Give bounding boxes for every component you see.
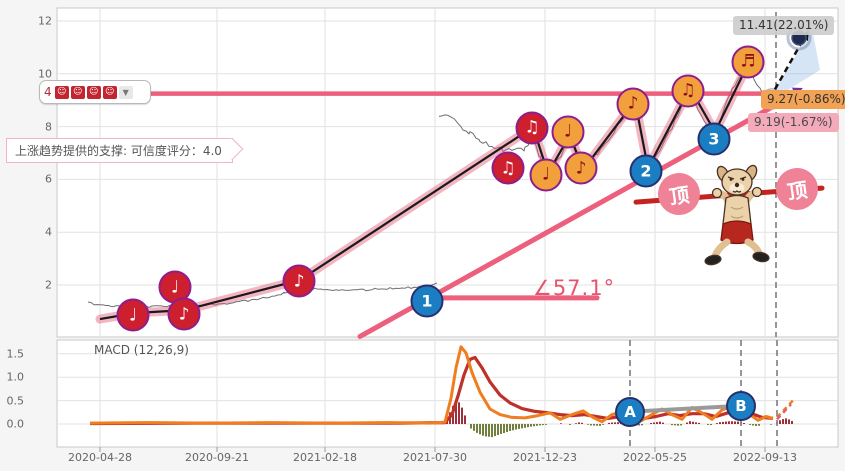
music-note-marker[interactable]: ♩	[551, 115, 585, 149]
trend-angle-label[interactable]: ∠57.1°	[533, 276, 616, 300]
macd-indicator-title: MACD (12,26,9)	[94, 343, 189, 357]
wave-number-marker-2[interactable]: 2	[629, 154, 663, 188]
music-note-marker[interactable]: ♪	[616, 87, 650, 121]
ab-connector-line	[628, 403, 743, 414]
price-axis-tick: 2	[45, 278, 52, 292]
macd-point-marker-A[interactable]: A	[615, 396, 645, 427]
music-note-marker[interactable]: ♫	[671, 74, 705, 108]
arrow-down-icon: ▼	[118, 85, 133, 99]
target-price-label[interactable]: 11.41(22.01%)	[733, 16, 835, 35]
macd-axis-tick: 1.0	[6, 370, 25, 384]
support-score: 4	[44, 85, 52, 99]
date-axis-tick: 2021-12-23	[513, 451, 577, 464]
date-axis-tick: 2021-02-18	[293, 451, 357, 464]
date-axis-tick: 2022-05-25	[623, 451, 687, 464]
music-note-marker[interactable]: ♫	[491, 151, 525, 185]
date-axis-tick: 2022-09-13	[733, 451, 797, 464]
date-axis-tick: 2021-07-30	[403, 451, 467, 464]
date-axis-tick: 2020-09-21	[185, 451, 249, 464]
macd-axis-tick: 0.0	[6, 417, 25, 431]
macd-point-marker-B[interactable]: B	[726, 390, 756, 421]
music-note-marker[interactable]: ♩	[529, 158, 563, 192]
music-note-marker[interactable]: ♫	[515, 111, 549, 145]
date-axis-tick: 2020-04-28	[68, 451, 132, 464]
support-strength-badge[interactable]: 4 ☺ ☺ ☺ ☺ ▼	[39, 80, 151, 104]
weightlifter-dog-illustration	[704, 164, 770, 266]
music-note-marker[interactable]: ♪	[282, 264, 316, 298]
current-price-label[interactable]: 9.27(-0.86%)	[761, 90, 845, 109]
support-strength-stamp-icon: ☺	[54, 85, 69, 99]
wave-number-marker-3[interactable]: 3	[697, 122, 731, 156]
music-note-marker[interactable]: ♪	[564, 151, 598, 185]
price-axis-tick: 4	[45, 225, 52, 239]
uptrend-support-callout[interactable]: 上涨趋势提供的支撑: 可信度评分：4.0	[6, 137, 244, 163]
price-axis-tick: 8	[45, 120, 52, 134]
music-note-marker[interactable]: ♩	[116, 298, 150, 332]
support-strength-stamp-icon: ☺	[102, 85, 117, 99]
uptrend-support-callout-text: 上涨趋势提供的支撑: 可信度评分：4.0	[15, 144, 222, 158]
price-axis-tick: 6	[45, 172, 52, 186]
support-strength-stamp-icon: ☺	[86, 85, 101, 99]
music-note-marker[interactable]: ♬	[731, 45, 765, 79]
macd-dif-line	[89, 345, 774, 425]
wave-number-marker-1[interactable]: 1	[410, 284, 444, 318]
price-axis-tick: 10	[38, 67, 52, 81]
music-note-marker[interactable]: ♪	[167, 297, 201, 331]
price-axis-tick: 12	[38, 14, 52, 28]
macd-histogram	[446, 400, 793, 438]
macd-axis-tick: 0.5	[6, 394, 25, 408]
projection-fan	[768, 28, 820, 103]
macd-axis-tick: 1.5	[6, 347, 25, 361]
support-price-label[interactable]: 9.19(-1.67%)	[748, 113, 839, 132]
support-strength-stamp-icon: ☺	[70, 85, 85, 99]
